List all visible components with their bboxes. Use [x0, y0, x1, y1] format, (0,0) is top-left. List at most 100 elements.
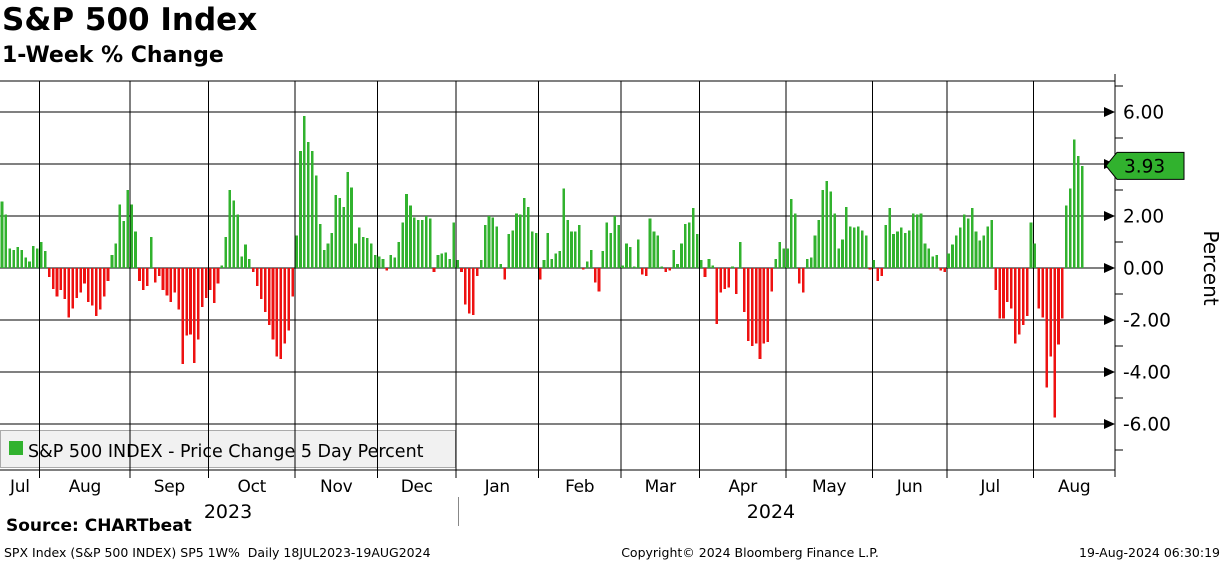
bar: [322, 249, 326, 268]
bar: [1006, 268, 1009, 302]
bar: [169, 268, 173, 302]
bar: [334, 195, 338, 268]
bar: [495, 226, 499, 268]
bar: [754, 268, 758, 344]
bar: [263, 268, 267, 313]
bar: [884, 225, 887, 268]
year-label-2024: 2024: [747, 501, 795, 523]
bar: [362, 236, 365, 268]
bar: [746, 268, 750, 341]
bar: [856, 226, 860, 268]
bar: [138, 268, 141, 281]
bar: [605, 222, 609, 268]
bar: [782, 248, 785, 268]
bar: [409, 205, 412, 268]
bar: [12, 249, 16, 268]
bar: [794, 213, 797, 268]
bar: [350, 187, 353, 268]
bar: [177, 268, 181, 310]
bar: [94, 268, 98, 317]
bar: [98, 268, 102, 310]
bar: [377, 256, 381, 268]
bar: [817, 219, 821, 268]
bar: [1049, 268, 1052, 357]
bar: [314, 175, 318, 268]
legend-box[interactable]: [0, 430, 456, 468]
bar: [51, 268, 55, 289]
bar: [801, 268, 805, 293]
bar: [546, 232, 550, 268]
bar: [978, 240, 982, 268]
x-tick-label: Oct: [238, 477, 267, 497]
bar: [479, 260, 483, 268]
bar: [758, 268, 762, 359]
x-tick-label: Jul: [9, 477, 30, 497]
bar: [142, 268, 145, 291]
bar: [365, 238, 369, 268]
bar: [232, 200, 236, 268]
bar: [778, 242, 781, 268]
bar: [762, 268, 766, 344]
bar: [676, 264, 679, 268]
bar: [507, 234, 510, 268]
bar: [428, 218, 432, 268]
bar: [915, 214, 919, 268]
bar: [252, 268, 255, 272]
bar: [1037, 268, 1041, 309]
bar: [742, 268, 746, 313]
bar: [892, 234, 895, 268]
bar: [998, 268, 1001, 319]
bar: [715, 268, 719, 324]
bar: [1002, 268, 1005, 319]
bar: [707, 258, 711, 268]
bar: [212, 268, 216, 304]
bar: [613, 216, 616, 268]
bar: [224, 236, 228, 268]
bar: [880, 268, 884, 276]
y-axis-title: Percent: [1199, 230, 1223, 305]
bar: [656, 235, 660, 268]
bar: [161, 268, 165, 291]
bar: [102, 268, 106, 297]
bar: [739, 242, 742, 268]
bar: [475, 268, 479, 276]
bar: [279, 268, 283, 359]
bar: [118, 204, 122, 268]
bar: [797, 268, 801, 284]
bar: [291, 268, 294, 297]
bar: [456, 260, 459, 268]
bar: [436, 255, 440, 268]
bar: [625, 243, 628, 268]
bar: [519, 214, 522, 268]
page-title: S&P 500 Index: [2, 2, 258, 38]
bar: [601, 251, 605, 268]
x-tick-label: Nov: [320, 477, 353, 497]
bar: [688, 222, 691, 268]
bar: [1072, 139, 1076, 268]
bar: [1029, 222, 1033, 268]
footer-copyright: Copyright© 2024 Bloomberg Finance L.P.: [621, 545, 879, 560]
bar: [530, 231, 534, 268]
bar: [122, 221, 126, 268]
bar: [1021, 268, 1025, 326]
bar: [731, 266, 734, 268]
bar: [621, 265, 624, 268]
legend-label[interactable]: S&P 500 INDEX - Price Change 5 Day Perce…: [28, 442, 424, 462]
bar: [566, 219, 569, 268]
bar: [39, 242, 43, 268]
bar: [868, 268, 872, 270]
bar: [534, 232, 538, 268]
bar: [173, 268, 177, 293]
bar: [629, 247, 632, 268]
bar: [735, 268, 738, 294]
bar: [750, 268, 754, 346]
bar: [472, 268, 475, 315]
bar: [574, 231, 577, 268]
bar: [228, 190, 232, 268]
footer-ticker-info: SPX Index (S&P 500 INDEX) SP5 1W% Daily …: [4, 545, 431, 560]
bar: [240, 256, 243, 268]
bar: [236, 214, 239, 268]
x-tick-label: May: [812, 477, 846, 497]
bar: [550, 258, 554, 268]
